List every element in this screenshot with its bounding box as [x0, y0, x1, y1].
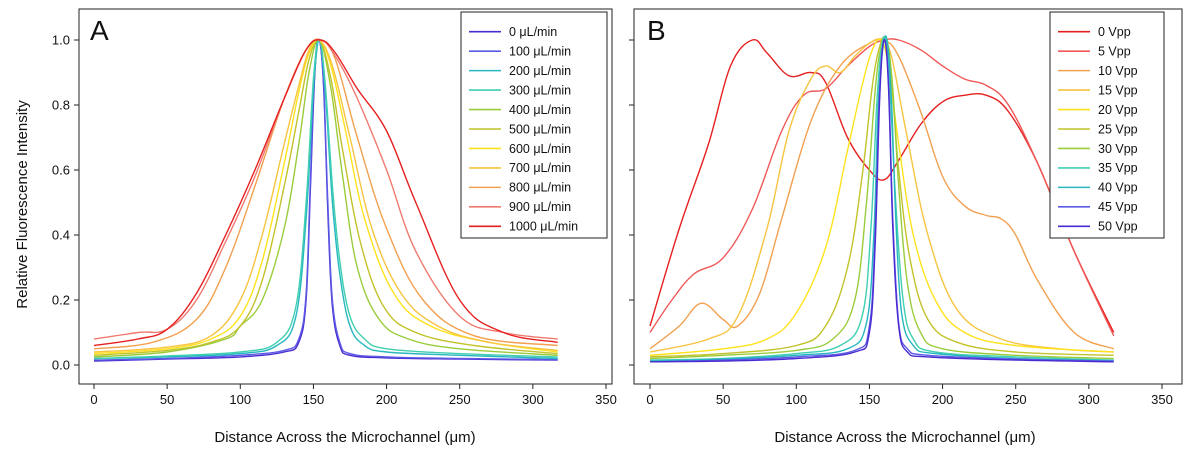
legend-label: 35 Vpp: [1098, 161, 1138, 175]
x-tick-label: 150: [303, 392, 325, 407]
legend-label: 900 μL/min: [509, 200, 571, 214]
legend: 0 μL/min 100 μL/min 200 μL/min 300 μL/min 40…: [460, 11, 608, 239]
legend: 0 Vpp 5 Vpp 10 Vpp 15 Vpp 20 Vpp 25 Vpp 30 Vpp…: [1049, 11, 1165, 239]
series-line-flow-3: [93, 39, 558, 360]
series-line-flow-10: [93, 39, 558, 347]
legend-label: 400 μL/min: [509, 103, 571, 117]
x-tick-label: 50: [716, 392, 730, 407]
legend-label: 20 Vpp: [1098, 103, 1138, 117]
panel-b-chart: 0 50 100 150 200 250 300 350 Distance Across the…: [629, 8, 1183, 446]
x-axis-label: Distance Across the Microchannel (μm): [214, 429, 475, 446]
y-tick-label: 1.0: [52, 33, 70, 48]
legend-label: 30 Vpp: [1098, 142, 1138, 156]
series-line-voltage-10: [649, 39, 1114, 363]
x-tick-label: 150: [859, 392, 881, 407]
x-tick-label: 50: [160, 392, 174, 407]
series-line-flow-6: [93, 38, 558, 355]
legend-label: 800 μL/min: [509, 181, 571, 195]
panel-label: B: [647, 15, 666, 46]
legend-label: 0 μL/min: [509, 25, 557, 39]
series-group: [93, 38, 558, 362]
legend-label: 700 μL/min: [509, 161, 571, 175]
x-axis-label: Distance Across the Microchannel (μm): [774, 429, 1035, 446]
legend-label: 100 μL/min: [509, 44, 571, 58]
legend-box: [460, 11, 608, 239]
x-tick-label: 100: [785, 392, 807, 407]
x-tick-label: 350: [1151, 392, 1173, 407]
legend-label: 0 Vpp: [1098, 25, 1131, 39]
legend-label: 300 μL/min: [509, 83, 571, 97]
y-tick-label: 0.0: [52, 358, 70, 373]
legend-label: 50 Vpp: [1098, 220, 1138, 234]
x-tick-label: 0: [646, 392, 653, 407]
x-tick-label: 250: [449, 392, 471, 407]
x-tick-label: 100: [229, 392, 251, 407]
x-tick-label: 300: [522, 392, 544, 407]
series-line-voltage-8: [649, 35, 1114, 362]
x-tick-label: 250: [1005, 392, 1027, 407]
x-tick-label: 300: [1078, 392, 1100, 407]
y-tick-label: 0.6: [52, 163, 70, 178]
legend-label: 45 Vpp: [1098, 200, 1138, 214]
x-tick-label: 200: [932, 392, 954, 407]
series-line-voltage-7: [649, 36, 1114, 361]
x-tick-label: 200: [376, 392, 398, 407]
legend-label: 10 Vpp: [1098, 64, 1138, 78]
y-tick-label: 0.2: [52, 293, 70, 308]
legend-label: 40 Vpp: [1098, 181, 1138, 195]
panel-label: A: [90, 15, 109, 46]
legend-label: 15 Vpp: [1098, 83, 1138, 97]
series-line-voltage-3: [649, 38, 1114, 353]
y-tick-label: 0.4: [52, 228, 70, 243]
y-tick-label: 0.8: [52, 98, 70, 113]
legend-label: 25 Vpp: [1098, 122, 1138, 136]
legend-label: 1000 μL/min: [509, 220, 578, 234]
series-line-flow-4: [93, 39, 558, 358]
series-line-voltage-4: [649, 38, 1114, 356]
legend-box: [1049, 11, 1165, 239]
series-line-voltage-1: [649, 38, 1115, 337]
series-line-voltage-0: [649, 38, 1115, 333]
legend-label: 600 μL/min: [509, 142, 571, 156]
x-tick-label: 0: [90, 392, 97, 407]
legend-label: 200 μL/min: [509, 64, 571, 78]
series-group: [649, 35, 1115, 363]
panel-a-chart: 0 50 100 150 200 250 300 350 0.0 0.2 0.4 0.6 0.8 1.0 D…: [14, 8, 617, 446]
y-axis-label: Relative Fluorescence Intensity: [14, 100, 31, 309]
legend-label: 5 Vpp: [1098, 44, 1131, 58]
legend-label: 500 μL/min: [509, 122, 571, 136]
x-tick-label: 350: [595, 392, 617, 407]
